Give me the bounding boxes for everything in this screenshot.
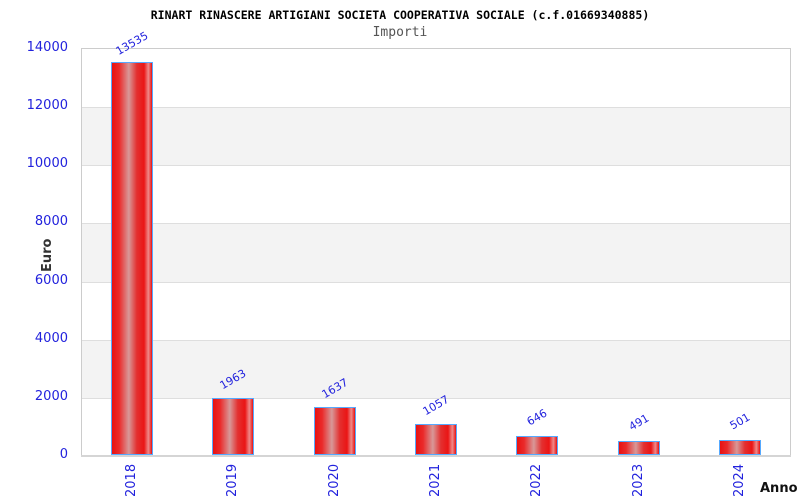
chart-subtitle: Importi (372, 25, 428, 40)
bar-2020 (313, 407, 356, 455)
y-axis-title: Euro (40, 238, 55, 272)
bar-2019 (212, 397, 255, 455)
y-tick-label: 6000 (34, 272, 68, 288)
plot-band-white (82, 49, 790, 108)
y-tick-label: 14000 (26, 40, 68, 55)
plot-band-gray (82, 339, 790, 398)
y-tick-label: 12000 (26, 98, 68, 114)
plot-area (81, 48, 791, 456)
y-tick-label: 0 (59, 447, 68, 462)
bar-2023 (617, 440, 660, 455)
y-tick-label: 2000 (34, 388, 68, 404)
x-axis-title: Anno (760, 481, 798, 496)
x-tick-label-2021: 2021 (428, 464, 443, 498)
x-tick-label-2022: 2022 (529, 464, 545, 498)
x-tick-label-2018: 2018 (123, 464, 139, 498)
plot-band-white (82, 165, 790, 224)
x-tick-label-2020: 2020 (326, 464, 342, 498)
bar-2021 (415, 424, 457, 455)
y-tick-label: 8000 (34, 214, 68, 230)
bar-2024 (719, 440, 762, 455)
bar-2018 (110, 61, 153, 455)
plot-band-gray (82, 107, 790, 166)
bar-2022 (516, 436, 559, 455)
x-axis-line (81, 455, 791, 457)
y-tick-label: 10000 (26, 156, 68, 172)
x-tick-label-2023: 2023 (630, 464, 646, 498)
x-tick-label-2024: 2024 (732, 464, 748, 498)
y-tick-label: 4000 (34, 330, 68, 346)
chart-title: RINART RINASCERE ARTIGIANI SOCIETA COOPE… (150, 8, 650, 22)
plot-band-gray (82, 223, 790, 282)
x-tick-label-2019: 2019 (225, 464, 241, 498)
plot-band-white (82, 281, 790, 340)
